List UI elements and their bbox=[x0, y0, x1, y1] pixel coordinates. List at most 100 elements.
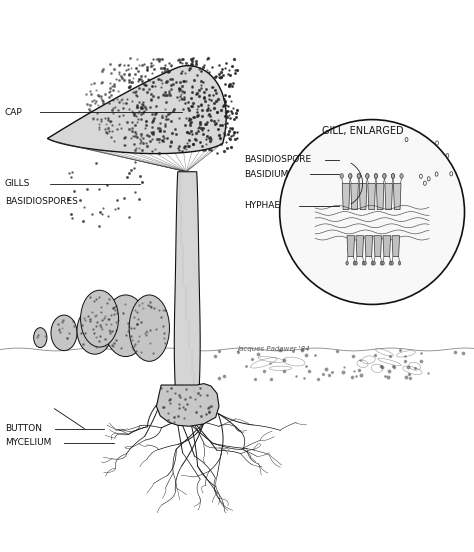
Point bbox=[91, 328, 98, 337]
Point bbox=[126, 71, 133, 80]
Point bbox=[205, 407, 213, 416]
Point bbox=[203, 106, 211, 115]
Ellipse shape bbox=[355, 261, 357, 265]
Point bbox=[106, 83, 114, 92]
Point bbox=[174, 144, 182, 153]
Point bbox=[171, 389, 179, 397]
Point bbox=[215, 346, 223, 355]
Point bbox=[226, 113, 233, 122]
Point bbox=[412, 364, 419, 373]
Point bbox=[206, 133, 213, 142]
Point bbox=[323, 364, 330, 373]
Polygon shape bbox=[356, 236, 364, 257]
Point bbox=[168, 129, 175, 137]
Point bbox=[98, 302, 105, 311]
Point bbox=[104, 113, 112, 122]
Ellipse shape bbox=[365, 174, 369, 178]
Point bbox=[142, 116, 150, 125]
Point bbox=[110, 302, 118, 311]
Point bbox=[138, 104, 146, 113]
Point bbox=[233, 105, 241, 114]
Point bbox=[217, 72, 225, 81]
Point bbox=[129, 131, 137, 140]
Point bbox=[208, 135, 215, 144]
Point bbox=[162, 97, 170, 106]
Point bbox=[86, 317, 93, 326]
Point bbox=[228, 132, 235, 141]
Text: BUTTON: BUTTON bbox=[5, 424, 42, 433]
Point bbox=[200, 130, 207, 139]
Point bbox=[302, 362, 310, 370]
Point bbox=[118, 124, 125, 132]
Point bbox=[149, 128, 156, 137]
Point bbox=[205, 100, 212, 109]
Point bbox=[136, 75, 143, 83]
Point bbox=[132, 144, 139, 153]
Point bbox=[223, 106, 230, 115]
Point bbox=[138, 299, 146, 308]
Point bbox=[91, 297, 98, 306]
Point bbox=[451, 348, 459, 357]
Point bbox=[223, 110, 230, 119]
Point bbox=[266, 359, 274, 368]
Point bbox=[127, 332, 135, 341]
Ellipse shape bbox=[364, 261, 366, 265]
Point bbox=[202, 135, 210, 144]
Point bbox=[71, 187, 78, 196]
Point bbox=[131, 109, 139, 118]
Point bbox=[130, 164, 137, 173]
Point bbox=[98, 78, 105, 87]
Point bbox=[459, 348, 466, 357]
Point bbox=[41, 331, 49, 340]
Point bbox=[189, 139, 196, 148]
Point bbox=[163, 77, 170, 86]
Point bbox=[227, 135, 234, 144]
Point bbox=[216, 72, 223, 81]
Point bbox=[134, 114, 142, 123]
Point bbox=[126, 76, 133, 84]
Point bbox=[180, 144, 187, 153]
Point bbox=[141, 72, 148, 81]
Point bbox=[213, 107, 221, 116]
Point bbox=[140, 60, 147, 68]
Point bbox=[183, 400, 191, 408]
Point bbox=[142, 116, 149, 125]
Point bbox=[98, 77, 106, 86]
Point bbox=[349, 352, 357, 360]
Point bbox=[146, 298, 154, 306]
Point bbox=[89, 324, 96, 333]
Point bbox=[149, 92, 156, 100]
Point bbox=[148, 59, 155, 68]
Point bbox=[135, 61, 143, 70]
Point bbox=[126, 124, 133, 133]
Ellipse shape bbox=[353, 261, 356, 265]
Point bbox=[56, 327, 64, 336]
Point bbox=[166, 74, 174, 83]
Point bbox=[230, 55, 238, 64]
Point bbox=[143, 327, 151, 336]
Point bbox=[132, 346, 140, 355]
Point bbox=[107, 117, 114, 126]
Point bbox=[144, 301, 151, 310]
Point bbox=[64, 195, 72, 204]
Point bbox=[189, 99, 196, 108]
Ellipse shape bbox=[383, 174, 386, 178]
Point bbox=[145, 75, 153, 84]
Point bbox=[390, 362, 397, 371]
Point bbox=[128, 336, 136, 344]
Point bbox=[98, 66, 106, 75]
Point bbox=[161, 402, 168, 411]
Polygon shape bbox=[174, 172, 200, 404]
Ellipse shape bbox=[398, 261, 401, 265]
Point bbox=[381, 371, 389, 380]
Point bbox=[175, 400, 182, 408]
Point bbox=[178, 86, 186, 95]
Polygon shape bbox=[342, 184, 350, 210]
Point bbox=[205, 134, 213, 142]
Point bbox=[156, 55, 164, 63]
Point bbox=[340, 362, 348, 371]
Point bbox=[217, 134, 224, 143]
Point bbox=[92, 295, 100, 304]
Point bbox=[135, 315, 142, 323]
Point bbox=[88, 89, 95, 98]
